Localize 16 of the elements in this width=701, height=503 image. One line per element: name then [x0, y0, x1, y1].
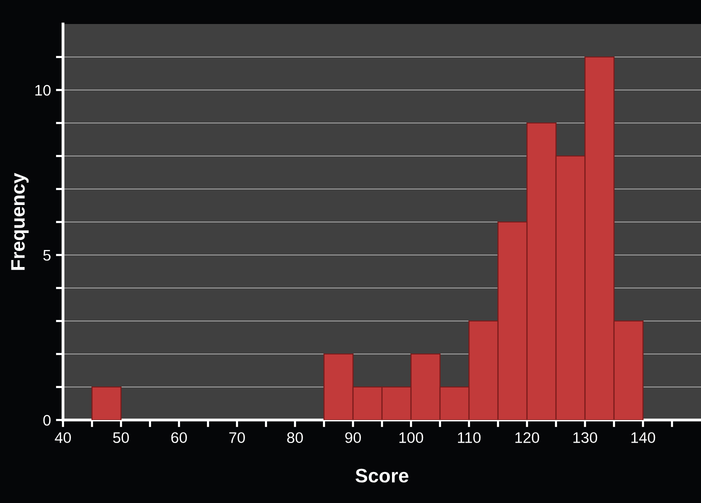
x-tick-label: 50	[113, 432, 129, 444]
x-tick-label: 140	[631, 432, 656, 444]
y-tick-label: 0	[43, 414, 51, 426]
x-tick-label: 110	[458, 432, 481, 444]
x-axis-title: Score	[356, 468, 408, 483]
y-tick-label: 10	[35, 84, 51, 96]
y-tick-label: 5	[43, 250, 51, 261]
x-tick-label: 60	[171, 432, 187, 444]
x-tick-label: 120	[515, 432, 540, 444]
x-tick-label: 70	[229, 432, 245, 444]
y-axis-title: Frequency	[11, 172, 29, 270]
x-tick-label: 130	[573, 432, 598, 444]
x-tick-label: 40	[54, 432, 71, 444]
x-tick-label: 100	[399, 432, 424, 444]
x-tick-label: 90	[345, 432, 361, 444]
x-tick-label: 80	[287, 432, 303, 444]
